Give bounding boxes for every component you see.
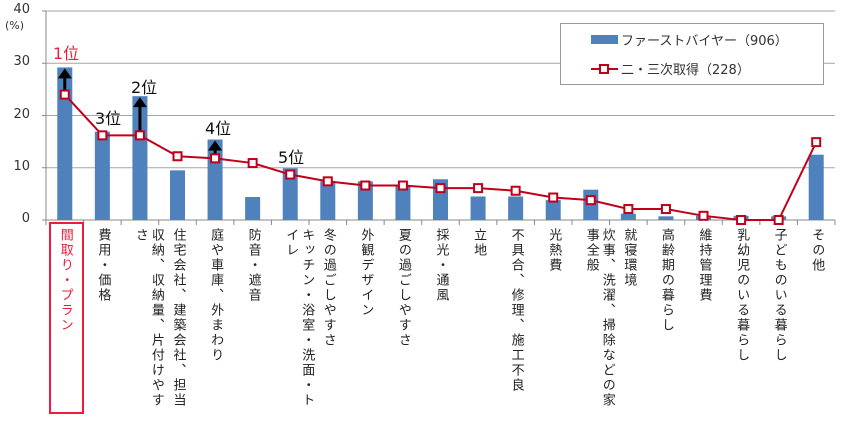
y-tick-label: 20 — [13, 106, 30, 122]
legend-label: 二・三次取得（228） — [621, 63, 750, 78]
line-point — [134, 130, 145, 141]
bar — [282, 168, 298, 220]
line-point — [59, 89, 70, 100]
line-point — [623, 204, 634, 215]
x-tick-label: 子どものいる暮らし — [771, 228, 787, 363]
x-tick-label: 収納、収納量、片付けやすさ — [132, 228, 164, 408]
x-tick-label: 光熱費 — [546, 228, 562, 273]
line-point — [698, 210, 709, 221]
bar — [170, 170, 185, 220]
y-tick-label: 40 — [13, 2, 30, 17]
bar — [357, 181, 373, 220]
x-tick-label: 不具合、修理、施工不良 — [508, 228, 524, 393]
rank-annotation: 4位 — [205, 119, 232, 138]
line-point — [285, 169, 296, 180]
bar — [245, 197, 261, 220]
bar — [808, 154, 824, 220]
line-point — [435, 183, 446, 194]
arrow-head-icon — [208, 140, 223, 151]
y-tick-label: 30 — [13, 54, 30, 70]
bar — [57, 67, 73, 221]
x-tick-label: 乳幼児のいる暮らし — [734, 228, 750, 363]
x-tick-label: 庭や車庫、外まわり — [208, 228, 224, 363]
line-point — [172, 151, 183, 162]
bar — [94, 131, 110, 220]
rank-annotation: 2位 — [131, 78, 158, 97]
legend-item-repeat-buyer: 二・三次取得（228） — [591, 59, 750, 78]
line-point — [247, 158, 258, 169]
bar — [395, 184, 411, 220]
line-point — [473, 183, 484, 194]
line-point — [322, 176, 333, 187]
y-axis-unit: (%) — [5, 19, 25, 32]
rank-annotation: 1位 — [53, 44, 80, 63]
x-tick-label: 外観デザイン — [358, 228, 374, 318]
x-tick-label: 立地 — [471, 228, 487, 258]
x-tick-label: 費用・価格 — [95, 228, 111, 303]
x-tick-label: 就寝環境 — [621, 228, 637, 288]
rank-annotation: 5位 — [278, 148, 305, 167]
legend-item-first-buyer: ファーストバイヤー（906） — [591, 30, 788, 49]
line-point — [660, 204, 671, 215]
x-tick-label: 夏の過ごしやすさ — [395, 228, 411, 348]
x-tick-label: 維持管理費 — [696, 228, 712, 303]
line-point — [397, 180, 408, 191]
legend-bar-swatch — [591, 35, 618, 44]
x-tick-label: 間取り・プラン — [57, 228, 73, 333]
legend-line-swatch — [591, 63, 618, 74]
x-tick-label: 防音・遮音 — [245, 228, 261, 303]
bar — [132, 96, 148, 220]
x-tick-label: その他 — [809, 228, 825, 273]
legend: ファーストバイヤー（906） 二・三次取得（228） — [560, 23, 824, 85]
y-tick-label: 0 — [21, 211, 30, 226]
rank-annotation: 3位 — [95, 109, 122, 128]
line-point — [548, 192, 559, 203]
line-point — [510, 185, 521, 196]
x-tick-label: 高齢期の暮らし — [658, 228, 674, 333]
x-tick-label: 炊事、洗濯、掃除などの家事全般 — [583, 228, 615, 408]
line-point — [210, 153, 221, 164]
x-tick-label: 採光・通風 — [433, 228, 449, 303]
bar — [620, 213, 636, 220]
x-tick-label: キッチン・浴室・洗面・トイレ — [283, 228, 315, 408]
bar — [658, 216, 674, 220]
x-tick-label: 住宅会社、建築会社、担当 — [170, 228, 186, 408]
bar — [545, 200, 561, 220]
line-point — [360, 180, 371, 191]
arrow-head-icon — [132, 97, 147, 108]
line-point — [811, 137, 822, 148]
highlight-box — [49, 222, 84, 414]
bar — [320, 181, 336, 220]
line-point — [585, 195, 596, 206]
legend-label: ファーストバイヤー（906） — [621, 34, 788, 49]
line-point — [773, 215, 784, 225]
line-point — [97, 130, 108, 141]
y-tick-label: 10 — [13, 158, 30, 174]
arrow-head-icon — [57, 68, 72, 79]
bar — [470, 196, 486, 220]
line-point — [736, 215, 747, 225]
bar — [508, 196, 524, 220]
x-tick-label: 冬の過ごしやすさ — [320, 228, 336, 348]
